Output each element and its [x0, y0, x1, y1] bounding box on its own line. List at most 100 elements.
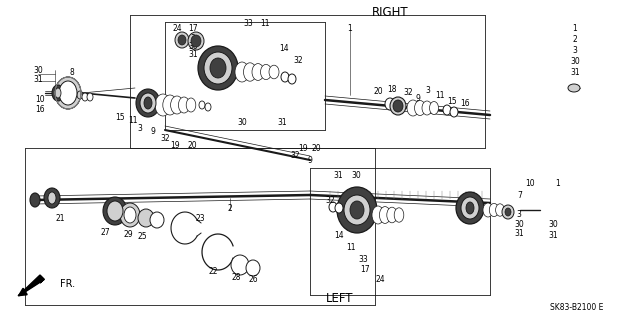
- Ellipse shape: [456, 192, 484, 224]
- Text: LEFT: LEFT: [327, 292, 354, 305]
- Ellipse shape: [466, 202, 474, 214]
- Text: 25: 25: [137, 231, 147, 241]
- Text: 31: 31: [188, 50, 198, 59]
- Ellipse shape: [77, 91, 83, 99]
- Ellipse shape: [231, 255, 249, 275]
- Ellipse shape: [205, 103, 211, 111]
- Text: 1: 1: [555, 179, 560, 188]
- Ellipse shape: [387, 207, 397, 223]
- Text: 19: 19: [170, 140, 180, 149]
- Text: 3: 3: [138, 124, 143, 132]
- Ellipse shape: [103, 197, 127, 225]
- Ellipse shape: [188, 32, 204, 50]
- Ellipse shape: [52, 85, 64, 101]
- Ellipse shape: [261, 64, 271, 80]
- Ellipse shape: [372, 206, 384, 224]
- Ellipse shape: [155, 94, 171, 116]
- Ellipse shape: [138, 209, 154, 227]
- Ellipse shape: [385, 98, 395, 110]
- Ellipse shape: [199, 101, 205, 109]
- Ellipse shape: [144, 97, 152, 109]
- Ellipse shape: [171, 96, 183, 114]
- Text: 16: 16: [460, 99, 470, 108]
- Text: 24: 24: [375, 276, 385, 284]
- Ellipse shape: [461, 197, 479, 219]
- Text: 1: 1: [573, 23, 578, 33]
- Text: 32: 32: [160, 133, 170, 142]
- Text: 30: 30: [188, 42, 198, 51]
- Text: 1: 1: [347, 23, 353, 33]
- Text: 31: 31: [570, 68, 580, 76]
- Text: 11: 11: [128, 116, 138, 124]
- Ellipse shape: [124, 207, 136, 223]
- Ellipse shape: [55, 77, 81, 109]
- Text: 19: 19: [298, 143, 308, 153]
- Ellipse shape: [191, 35, 201, 47]
- Ellipse shape: [489, 204, 499, 217]
- Text: 20: 20: [311, 143, 321, 153]
- Text: 30: 30: [514, 220, 524, 228]
- Ellipse shape: [269, 65, 279, 79]
- Ellipse shape: [44, 188, 60, 208]
- Ellipse shape: [163, 95, 177, 115]
- Text: 30: 30: [351, 171, 361, 180]
- Text: SK83-B2100 E: SK83-B2100 E: [550, 302, 604, 311]
- Ellipse shape: [252, 64, 264, 80]
- Text: 33: 33: [358, 255, 368, 265]
- Text: 31: 31: [548, 230, 558, 239]
- Text: 33: 33: [243, 19, 253, 28]
- Ellipse shape: [120, 203, 140, 227]
- Polygon shape: [18, 275, 44, 296]
- Ellipse shape: [210, 58, 226, 78]
- Text: 21: 21: [55, 213, 65, 222]
- Text: 31: 31: [333, 171, 343, 180]
- Text: 3: 3: [425, 85, 430, 94]
- Text: 29: 29: [123, 229, 133, 238]
- Text: 20: 20: [187, 140, 197, 149]
- Text: 31: 31: [514, 228, 524, 237]
- Text: 11: 11: [346, 243, 356, 252]
- Ellipse shape: [150, 212, 164, 228]
- Ellipse shape: [136, 89, 160, 117]
- Text: 3: 3: [517, 210, 521, 219]
- Ellipse shape: [443, 105, 451, 115]
- Text: 17: 17: [360, 266, 370, 275]
- Text: 11: 11: [260, 19, 269, 28]
- Text: 30: 30: [237, 117, 247, 126]
- Ellipse shape: [350, 201, 364, 219]
- Ellipse shape: [107, 201, 123, 221]
- Ellipse shape: [394, 208, 404, 222]
- Ellipse shape: [178, 35, 186, 45]
- Text: 28: 28: [231, 274, 241, 283]
- Ellipse shape: [505, 208, 511, 216]
- Text: 20: 20: [373, 86, 383, 95]
- Ellipse shape: [30, 193, 40, 207]
- Ellipse shape: [281, 72, 289, 82]
- Text: 27: 27: [100, 228, 110, 236]
- Ellipse shape: [568, 84, 580, 92]
- Ellipse shape: [407, 100, 419, 116]
- Text: FR.: FR.: [60, 279, 75, 289]
- Ellipse shape: [87, 93, 93, 101]
- Text: 26: 26: [248, 276, 258, 284]
- Ellipse shape: [288, 74, 296, 84]
- Ellipse shape: [335, 203, 343, 213]
- Text: 23: 23: [195, 213, 205, 222]
- Ellipse shape: [243, 63, 257, 81]
- Text: 3: 3: [573, 45, 578, 54]
- Ellipse shape: [502, 205, 514, 219]
- Text: 8: 8: [70, 68, 74, 76]
- Ellipse shape: [329, 202, 337, 212]
- Ellipse shape: [198, 46, 238, 90]
- Ellipse shape: [178, 97, 190, 113]
- Ellipse shape: [82, 93, 88, 101]
- Text: 2: 2: [573, 35, 578, 44]
- Text: 24: 24: [172, 23, 182, 33]
- Ellipse shape: [344, 195, 370, 225]
- Ellipse shape: [48, 192, 56, 204]
- Text: 31: 31: [277, 117, 287, 126]
- Ellipse shape: [140, 93, 156, 113]
- Text: 7: 7: [517, 190, 522, 199]
- Text: 22: 22: [208, 268, 217, 276]
- Text: 32: 32: [403, 87, 413, 97]
